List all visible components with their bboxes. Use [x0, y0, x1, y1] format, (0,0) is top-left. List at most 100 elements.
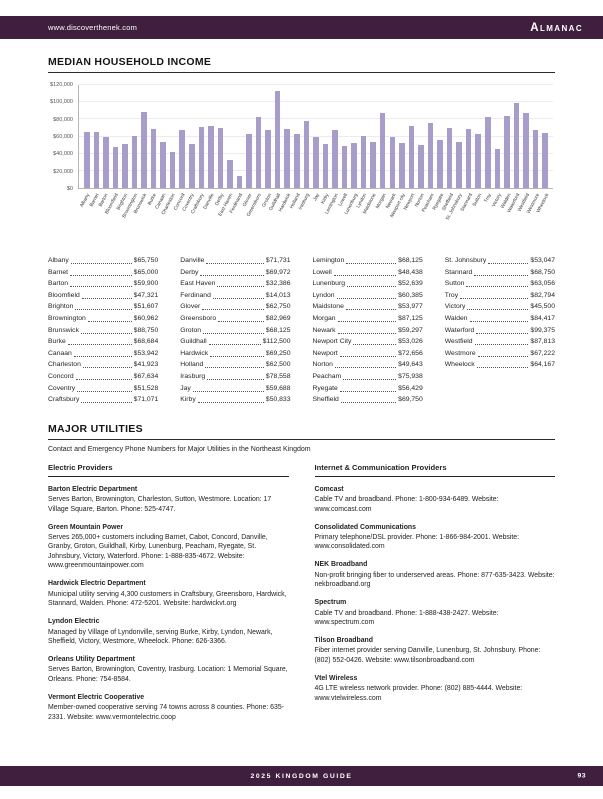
bar-slot — [130, 85, 140, 188]
town-name: Stannard — [444, 268, 473, 276]
x-axis-tick: Wheelock — [536, 191, 550, 245]
income-row: Kirby $50,833 — [180, 394, 291, 406]
income-row: Victory $45,500 — [445, 301, 555, 313]
bar-slot — [282, 85, 292, 188]
bar-slot — [168, 85, 178, 188]
x-axis-tick: Danville — [203, 191, 215, 245]
income-bar — [313, 136, 319, 188]
chart-gridline — [79, 101, 553, 103]
x-axis-tick: Westmore — [526, 191, 541, 245]
dot-leader — [70, 286, 132, 288]
income-row: Concord $67,634 — [48, 371, 158, 383]
town-name: Brownington — [48, 314, 86, 322]
income-value: $75,938 — [398, 372, 423, 380]
income-bar — [532, 130, 539, 188]
town-name: Charleston — [48, 361, 81, 369]
income-row: Newport City $53,026 — [313, 336, 423, 348]
income-value: $47,321 — [133, 291, 159, 299]
x-axis-tick: Newport city — [390, 191, 407, 245]
income-row: St. Johnsbury $53,047 — [445, 255, 555, 267]
income-bar — [122, 143, 128, 188]
income-row: East Haven $32,386 — [180, 278, 291, 290]
footer-title: 2025 KINGDOM GUIDE — [250, 772, 353, 780]
bar-slot — [120, 85, 130, 188]
provider-name: Lyndon Electric — [48, 618, 100, 626]
income-row: Lowell $48,438 — [313, 267, 423, 279]
town-name: Albany — [48, 257, 69, 264]
income-bar — [332, 129, 338, 188]
y-axis-tick-label: $80,000 — [53, 116, 73, 123]
provider-entry: Orleans Utility Department Serves Barton,… — [48, 655, 289, 684]
income-value: $87,125 — [398, 314, 423, 322]
town-name: Lowell — [312, 268, 332, 276]
income-row: Ferdinand $14,013 — [180, 290, 291, 302]
y-axis-tick-label: $20,000 — [53, 168, 73, 175]
bar-slot — [407, 85, 417, 188]
income-column: Danville $71,731 Derby $69,972 East Haven $32… — [180, 255, 291, 406]
utilities-columns: Electric Providers Barton Electric Depar… — [48, 463, 555, 731]
income-value: $99,375 — [530, 326, 555, 334]
x-axis-tick: Lyndon — [357, 191, 369, 245]
income-value: $64,167 — [530, 361, 555, 369]
income-value: $59,900 — [133, 280, 159, 288]
income-value: $60,962 — [133, 314, 159, 322]
dot-leader — [460, 297, 529, 299]
town-name: Wheelock — [444, 361, 475, 369]
town-name: Kirby — [180, 396, 196, 404]
income-bar — [265, 129, 271, 188]
income-bar — [131, 135, 138, 188]
provider-description: Serves Barton, Brownington, Charleston, … — [48, 496, 272, 513]
income-bar — [341, 146, 348, 188]
town-name: Danville — [180, 257, 205, 264]
income-value: $78,558 — [265, 372, 291, 380]
bar-slot — [187, 85, 197, 188]
bar-slot — [349, 85, 359, 188]
income-value: $69,250 — [265, 349, 291, 357]
income-row: Barnet $65,000 — [48, 267, 158, 279]
site-url: www.discoverthenek.com — [48, 23, 138, 32]
dot-leader — [207, 379, 264, 381]
page-content: MEDIAN HOUSEHOLD INCOME $0 $20,000 $40,000… — [48, 56, 555, 731]
x-axis-tick: Bloomfield — [104, 191, 119, 245]
dot-leader — [82, 367, 132, 369]
dot-leader — [343, 379, 397, 381]
income-bar — [504, 115, 510, 188]
x-axis-tick: Lunenburg — [344, 191, 359, 245]
provider-entry: Lyndon Electric Managed by Village of Lyn… — [48, 617, 289, 646]
x-axis-tick: Irasburg — [298, 191, 311, 245]
provider-name: NEK Broadband — [314, 561, 368, 569]
x-axis-tick: Kirby — [320, 191, 331, 245]
income-row: Wheelock $64,167 — [445, 359, 555, 371]
income-bar — [189, 143, 195, 188]
town-name: Lunenburg — [312, 280, 346, 288]
income-value: $53,977 — [398, 303, 423, 311]
chart-gridline — [79, 135, 553, 137]
x-axis-tick: Waterford — [507, 191, 521, 245]
dot-leader — [345, 309, 397, 311]
income-value: $82,969 — [265, 314, 291, 322]
dot-leader — [353, 344, 397, 346]
income-row: Derby $69,972 — [180, 267, 291, 279]
provider-name: Vermont Electric Cooperative — [48, 693, 145, 701]
x-axis-tick: Barnet — [89, 191, 100, 245]
town-name: Norton — [312, 361, 333, 369]
income-row: Coventry $51,528 — [48, 383, 158, 395]
x-axis-tick: Peacham — [422, 191, 436, 245]
dot-leader — [339, 390, 397, 392]
town-name: Newport — [312, 349, 338, 357]
town-name: Greensboro — [180, 314, 217, 322]
income-bar — [179, 129, 185, 188]
internet-providers-list: Comcast Cable TV and broadband. Phone: 1-… — [315, 485, 556, 704]
income-column: St. Johnsbury $53,047 Stannard $68,750 Sutto… — [445, 255, 555, 406]
bar-slot — [216, 85, 226, 188]
x-axis-tick: Charleston — [162, 191, 177, 245]
x-axis-tick: Guildhall — [269, 191, 282, 245]
utilities-section-rule — [48, 438, 555, 440]
dot-leader — [73, 355, 132, 357]
provider-description: Member-owned cooperative serving 74 town… — [48, 704, 284, 721]
income-row: Holland $62,500 — [180, 359, 291, 371]
income-row: Sutton $63,056 — [445, 278, 555, 290]
provider-entry: Tilson Broadband Fiber internet provider … — [315, 636, 556, 665]
income-row: Norton $49,643 — [313, 359, 423, 371]
dot-leader — [334, 367, 397, 369]
